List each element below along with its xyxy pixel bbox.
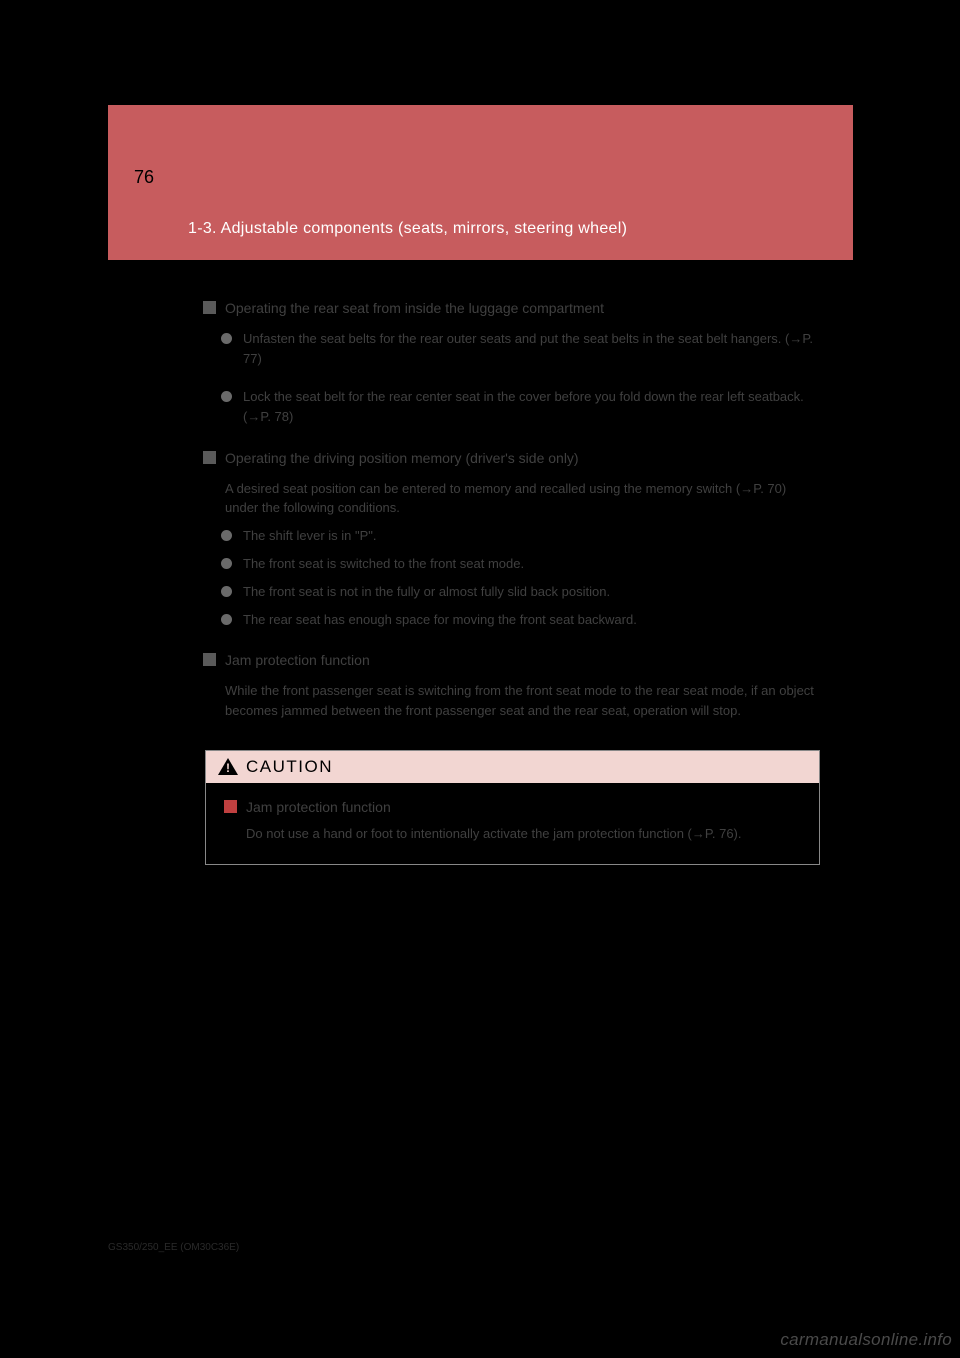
circle-marker-icon [221,614,232,625]
square-marker-icon [203,451,216,464]
caution-text: Do not use a hand or foot to intentional… [224,824,801,844]
bullet-text: The front seat is not in the fully or al… [243,584,610,599]
section-heading: Operating the rear seat from inside the … [203,298,823,319]
section-jam-protection: Jam protection function While the front … [203,650,823,720]
watermark: carmanualsonline.info [780,1330,952,1350]
page-number: 76 [134,167,154,188]
heading-text: Operating the driving position memory (d… [225,450,579,466]
bullet-item: Lock the seat belt for the rear center s… [203,387,823,427]
section-title: 1-3. Adjustable components (seats, mirro… [188,220,627,238]
caution-body: Jam protection function Do not use a han… [206,783,819,864]
warning-triangle-icon: ! [218,758,238,776]
square-marker-icon [203,653,216,666]
bullet-text: Unfasten the seat belts for the rear out… [243,331,813,366]
section-heading: Operating the driving position memory (d… [203,448,823,469]
section-driving-position-memory: Operating the driving position memory (d… [203,448,823,631]
section-heading: Jam protection function [203,650,823,671]
bullet-text: The rear seat has enough space for movin… [243,612,637,627]
bullet-text: The front seat is switched to the front … [243,556,524,571]
bullet-text: The shift lever is in "P". [243,528,377,543]
circle-marker-icon [221,391,232,402]
caution-box: ! CAUTION Jam protection function Do not… [205,750,820,865]
bullet-text: Lock the seat belt for the rear center s… [243,389,804,424]
heading-text: Jam protection function [225,652,370,668]
caution-heading-text: Jam protection function [246,799,391,815]
content-area: Operating the rear seat from inside the … [108,260,853,865]
page-container: 76 1-3. Adjustable components (seats, mi… [108,105,853,865]
bullet-item: The shift lever is in "P". [203,526,823,546]
circle-marker-icon [221,530,232,541]
section-body-text: While the front passenger seat is switch… [203,681,823,720]
bullet-item: The front seat is switched to the front … [203,554,823,574]
section-rear-seat-luggage: Operating the rear seat from inside the … [203,298,823,428]
bullet-item: The front seat is not in the fully or al… [203,582,823,602]
subsection-text: A desired seat position can be entered t… [203,479,823,518]
caution-heading: Jam protection function [224,797,801,818]
red-square-marker-icon [224,800,237,813]
circle-marker-icon [221,586,232,597]
heading-text: Operating the rear seat from inside the … [225,300,604,316]
caution-title: CAUTION [246,757,333,777]
square-marker-icon [203,301,216,314]
circle-marker-icon [221,333,232,344]
document-id: GS350/250_EE (OM30C36E) [108,1242,239,1253]
bullet-item: The rear seat has enough space for movin… [203,610,823,630]
caution-header: ! CAUTION [206,751,819,783]
bullet-item: Unfasten the seat belts for the rear out… [203,329,823,369]
circle-marker-icon [221,558,232,569]
header-bar: 76 1-3. Adjustable components (seats, mi… [108,105,853,260]
